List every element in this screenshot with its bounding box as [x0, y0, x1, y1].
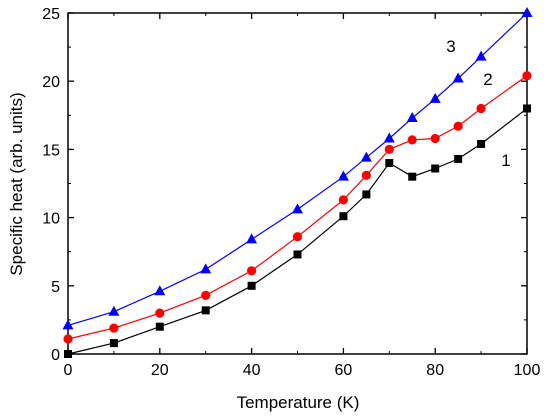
- x-tick-label: 20: [151, 362, 169, 379]
- data-point-triangle: [383, 132, 395, 143]
- data-point-triangle: [406, 112, 418, 123]
- data-point-square: [454, 154, 463, 163]
- data-point-circle: [201, 290, 211, 300]
- data-point-square: [523, 104, 531, 113]
- data-point-circle: [247, 266, 257, 276]
- data-point-square: [247, 281, 256, 290]
- data-point-circle: [155, 308, 165, 318]
- data-point-triangle: [246, 233, 258, 244]
- data-point-triangle: [475, 50, 487, 61]
- data-point-square: [431, 164, 440, 173]
- series-line-1: [67, 108, 528, 355]
- y-tick-label: 10: [42, 211, 60, 228]
- data-point-square: [64, 350, 72, 358]
- data-point-triangle: [452, 72, 464, 83]
- plot-frame: [67, 12, 528, 355]
- data-point-square: [293, 250, 302, 259]
- y-tick-label: 0: [51, 347, 60, 364]
- data-point-circle: [430, 133, 440, 144]
- data-point-square: [477, 139, 486, 148]
- data-point-circle: [292, 232, 303, 242]
- data-point-triangle: [108, 305, 120, 316]
- y-axis-title: Specific heat (arb. units): [7, 92, 26, 275]
- data-point-circle: [453, 121, 463, 131]
- x-tick-label: 100: [514, 362, 541, 379]
- data-point-square: [339, 212, 348, 221]
- data-point-circle: [109, 323, 119, 333]
- data-point-circle: [338, 195, 348, 205]
- data-point-triangle: [360, 151, 372, 162]
- x-tick-label: 60: [335, 362, 353, 379]
- y-tick-label: 25: [42, 6, 60, 23]
- series-label-3: 3: [446, 37, 455, 56]
- data-point-triangle: [429, 92, 441, 103]
- data-point-circle: [407, 135, 417, 145]
- data-point-square: [408, 172, 417, 181]
- series-line-3: [67, 12, 528, 326]
- data-point-circle: [361, 170, 371, 180]
- data-point-square: [201, 306, 210, 315]
- data-point-square: [362, 190, 371, 199]
- data-point-circle: [63, 334, 73, 344]
- x-tick-label: 80: [426, 362, 444, 379]
- data-point-triangle: [521, 7, 533, 17]
- data-point-triangle: [154, 285, 166, 296]
- data-point-triangle: [200, 263, 212, 274]
- data-point-circle: [476, 103, 486, 114]
- x-tick-label: 0: [64, 362, 73, 379]
- y-tick-label: 15: [42, 142, 60, 159]
- data-point-triangle: [337, 170, 349, 181]
- data-point-square: [155, 322, 164, 331]
- series-label-1: 1: [501, 151, 510, 170]
- y-tick-label: 20: [42, 74, 60, 91]
- series-label-2: 2: [483, 70, 492, 89]
- data-point-triangle: [292, 203, 303, 214]
- data-point-square: [109, 339, 118, 348]
- y-tick-label: 5: [51, 279, 60, 296]
- data-point-triangle: [62, 319, 74, 330]
- data-point-circle: [384, 144, 394, 154]
- x-axis-title: Temperature (K): [237, 393, 360, 412]
- x-tick-label: 40: [243, 362, 261, 379]
- data-point-square: [385, 159, 394, 168]
- data-point-circle: [522, 71, 532, 81]
